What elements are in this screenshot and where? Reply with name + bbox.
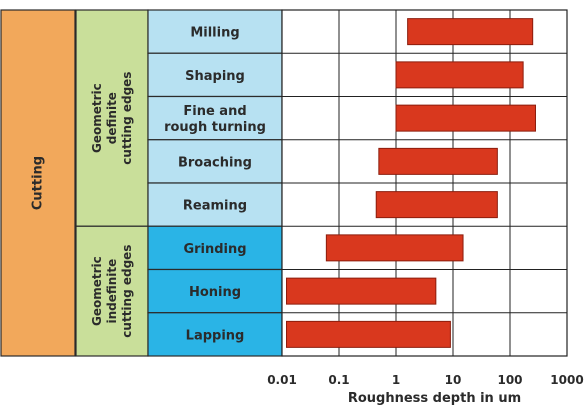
group-label-line: cutting edges [120,245,134,338]
roughness-bar [286,277,437,305]
roughness-bar [378,147,498,175]
group-label-1: Geometricdefinitecutting edges [90,72,134,165]
row-label: Milling [190,26,239,41]
row-label-line: Milling [190,26,239,41]
group-label-line: Geometric [90,256,104,326]
x-tick-label: 0.1 [328,373,349,387]
cutting-label: Cutting [31,156,46,210]
row-label-line: rough turning [164,120,266,135]
row-label: Shaping [185,69,245,84]
group-label-line: cutting edges [120,72,134,165]
x-tick-label: 0.01 [267,373,297,387]
row-label: Honing [189,285,241,300]
roughness-bar [375,191,498,219]
x-tick-label: 100 [497,373,522,387]
roughness-bar [286,320,451,348]
row-label-line: Broaching [178,155,252,170]
row-label: Lapping [186,328,245,343]
roughness-bar [325,234,464,262]
group-label-line: definite [105,92,119,144]
group-label-2: Geometricindefinitecutting edges [90,245,134,338]
roughness-bar [395,61,524,89]
x-tick-label: 1000 [550,373,583,387]
row-label: Fine and rough turning [164,104,266,135]
group-label-line: Geometric [90,83,104,153]
row-label-line: Honing [189,285,241,300]
group-label-line: indefinite [105,259,119,324]
row-label: Reaming [183,199,247,214]
group-band-2 [75,225,149,357]
row-label: Broaching [178,155,252,170]
x-tick-label: 1 [392,373,400,387]
row-label-line: Lapping [186,328,245,343]
row-label-box [147,268,283,314]
row-label: Grinding [183,242,246,257]
row-label-line: Fine and [183,104,246,119]
cutting-band [0,9,76,357]
row-label-box [147,95,283,141]
row-label-line: Reaming [183,199,247,214]
roughness-bar [407,18,534,46]
row-label-line: Shaping [185,69,245,84]
x-tick-label: 10 [445,373,462,387]
row-label-box [147,9,283,54]
group-band-1 [75,9,149,227]
row-label-line: Grinding [183,242,246,257]
x-axis-label: Roughness depth in um [348,391,521,406]
roughness-bar [395,104,536,132]
